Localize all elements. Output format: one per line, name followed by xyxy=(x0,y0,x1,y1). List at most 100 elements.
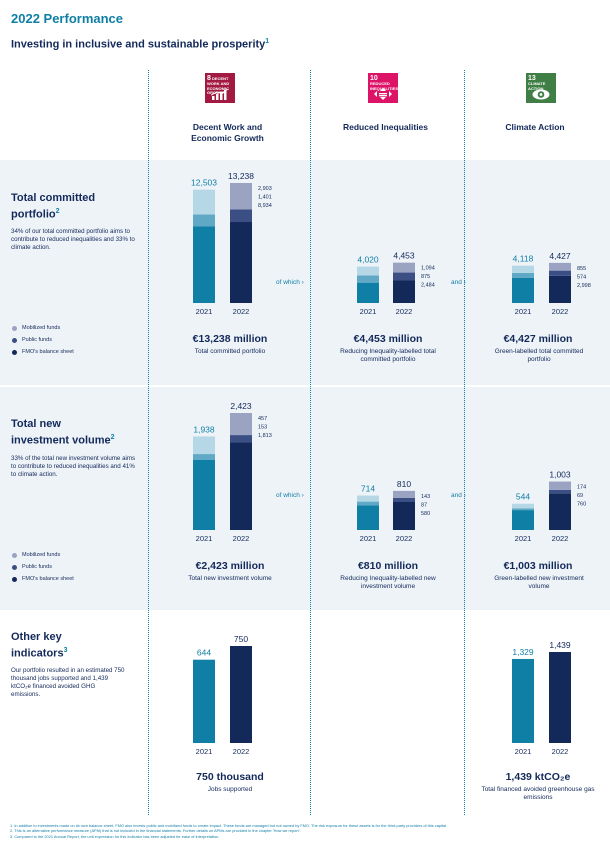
year-tick-label: 2022 xyxy=(233,747,250,756)
bar-segment-public-funds-2022 xyxy=(549,489,571,494)
legend-swatch-public xyxy=(12,337,17,343)
page-subtitle: Investing in inclusive and sustainable p… xyxy=(11,38,269,51)
total-label-2022: 4,453 xyxy=(393,251,415,261)
column-heading-decent-work: Decent Work and Economic Growth xyxy=(160,122,295,144)
summary-value: 750 thousand xyxy=(196,771,264,783)
eye-globe-icon xyxy=(532,89,550,100)
title-line: Total committed xyxy=(11,192,96,204)
heading-line: Climate Action xyxy=(505,122,565,132)
title-line: indicators3 xyxy=(11,644,67,661)
bar-segment-public-funds-2022 xyxy=(230,209,252,223)
column-divider xyxy=(310,70,311,815)
summary-caption: Total new investment volume xyxy=(188,575,272,582)
bar-segment-fmo-s-balance-sheet-2021 xyxy=(357,282,379,303)
bar-segment-public-funds-2021 xyxy=(193,454,215,460)
segment-value-label: 574 xyxy=(577,274,586,280)
section-title-key-indicators: Other key indicators3 xyxy=(11,630,67,661)
year-tick-label: 2021 xyxy=(196,747,213,756)
bar-segment-mobilized-funds-2022 xyxy=(230,413,252,436)
section-title-committed: Total committed portfolio2 xyxy=(11,191,95,222)
total-label-2021: 644 xyxy=(197,648,211,658)
column-divider xyxy=(148,70,149,815)
sdg-title: REDUCED INEQUALITIES xyxy=(370,81,398,91)
heading-line: Decent Work and xyxy=(192,122,263,132)
bar-segment-fmo-s-balance-sheet-2021 xyxy=(512,510,534,530)
bar-segment-public-funds-2021 xyxy=(512,272,534,278)
bar-segment-public-funds-2022 xyxy=(549,270,571,276)
column-divider xyxy=(464,70,465,815)
bar-segment-fmo-s-balance-sheet-2021 xyxy=(193,459,215,530)
subtitle-footnote-ref: 1 xyxy=(265,38,270,45)
new-investment-band xyxy=(0,387,610,610)
segment-value-label: 87 xyxy=(421,502,427,508)
year-tick-label: 2021 xyxy=(196,307,213,316)
total-label-2021: 12,503 xyxy=(191,178,217,188)
title-text: portfolio xyxy=(11,208,56,221)
total-label-2021: 544 xyxy=(516,492,530,502)
summary-value: €4,427 million xyxy=(503,333,573,345)
legend-item: Public funds xyxy=(12,561,74,573)
connector-text: of which xyxy=(276,279,300,286)
bar-segment-mobilized-funds-2021 xyxy=(357,266,379,276)
year-tick-label: 2021 xyxy=(360,534,377,543)
connector-of-which: of which › xyxy=(276,492,304,499)
total-label-2021: 1,329 xyxy=(512,647,534,657)
year-tick-label: 2022 xyxy=(552,747,569,756)
legend-label: Public funds xyxy=(22,337,52,343)
legend-swatch-balance xyxy=(12,349,17,355)
segment-value-label: 2,484 xyxy=(421,283,435,289)
total-label-2022: 2,423 xyxy=(230,401,252,411)
bar-segment-fmo-s-balance-sheet-2022 xyxy=(230,222,252,303)
bar-segment-fmo-s-balance-sheet-2022 xyxy=(393,501,415,530)
segment-value-label: 855 xyxy=(577,266,586,272)
total-label-2021: 1,938 xyxy=(193,424,215,434)
footnote-ref: 3 xyxy=(63,647,68,654)
sdg-title: CLIMATE ACTION xyxy=(528,81,546,91)
heading-line: Reduced Inequalities xyxy=(342,122,429,132)
sdg-10-tile: 10 REDUCED INEQUALITIES xyxy=(368,73,398,103)
summary-caption: Green-labelled total committed portfolio xyxy=(494,348,584,363)
segment-value-label: 875 xyxy=(421,274,430,280)
total-label-2021: 4,020 xyxy=(357,255,379,265)
total-label-2022: 13,238 xyxy=(228,171,254,181)
bar-2021 xyxy=(512,658,534,743)
summary-caption: Reducing Inequality-labelled total commi… xyxy=(340,348,436,363)
sdg-number: 10 xyxy=(370,75,378,82)
summary-value: €1,003 million xyxy=(503,560,573,572)
legend-label: Mobilized funds xyxy=(22,552,61,558)
legend-swatch-balance xyxy=(12,576,17,582)
footnote-ref: 2 xyxy=(110,434,115,441)
title-text: indicators xyxy=(11,647,64,660)
title-line: portfolio2 xyxy=(11,205,95,222)
bar-segment-mobilized-funds-2022 xyxy=(393,262,415,273)
bar-2021 xyxy=(193,659,215,743)
bar-segment-mobilized-funds-2022 xyxy=(230,183,252,210)
bar-segment-public-funds-2021 xyxy=(357,275,379,283)
bar-segment-public-funds-2022 xyxy=(230,435,252,443)
section-description: Our portfolio resulted in an estimated 7… xyxy=(11,667,125,698)
connector-text: and xyxy=(451,279,462,286)
column-heading-climate: Climate Action xyxy=(475,122,595,133)
legend-label: Mobilized funds xyxy=(22,325,61,331)
bar-segment-fmo-s-balance-sheet-2022 xyxy=(549,275,571,303)
summary-caption: Jobs supported xyxy=(207,786,253,793)
footnotes: 1. In addition to investments made on it… xyxy=(10,823,600,839)
title-line: investment volume2 xyxy=(11,431,115,448)
bar-segment-public-funds-2021 xyxy=(357,501,379,506)
footnote: 2. This is an alternative performance me… xyxy=(10,828,301,834)
connector-and: and › xyxy=(451,492,466,499)
subtitle-text: Investing in inclusive and sustainable p… xyxy=(11,38,266,51)
bar-segment-fmo-s-balance-sheet-2021 xyxy=(512,277,534,303)
legend-item: Mobilized funds xyxy=(12,549,74,561)
legend-swatch-public xyxy=(12,564,17,570)
year-tick-label: 2021 xyxy=(196,534,213,543)
total-label-2022: 4,427 xyxy=(549,251,571,261)
bar-segment-mobilized-funds-2021 xyxy=(512,265,534,273)
bar-segment-public-funds-2021 xyxy=(193,214,215,227)
title-line: Total new xyxy=(11,418,61,430)
bar-segment-mobilized-funds-2021 xyxy=(512,503,534,509)
summary-caption: Reducing Inequality-labelled new investm… xyxy=(340,575,436,590)
growth-chart-icon xyxy=(211,89,229,100)
bar-2022 xyxy=(549,652,571,743)
summary-value: €13,238 million xyxy=(192,333,268,345)
